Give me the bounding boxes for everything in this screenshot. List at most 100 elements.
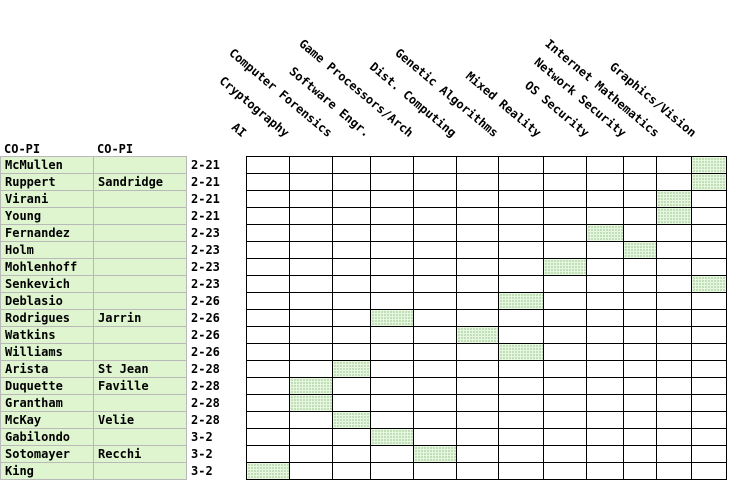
topic-cell bbox=[586, 173, 624, 191]
topic-cell bbox=[456, 394, 499, 412]
topic-cell bbox=[413, 224, 457, 242]
topic-cell bbox=[691, 394, 727, 412]
topic-cell bbox=[543, 156, 587, 174]
pi-header: CO-PI bbox=[4, 142, 41, 156]
topic-mark-cell bbox=[370, 309, 414, 327]
topic-cell bbox=[370, 462, 414, 480]
topic-cell bbox=[543, 326, 587, 344]
copi-name bbox=[93, 343, 187, 361]
topic-cell bbox=[623, 411, 657, 429]
topic-cell bbox=[332, 207, 371, 225]
date-cell: 2-21 bbox=[186, 207, 247, 225]
topic-cell bbox=[691, 445, 727, 463]
topic-mark-cell bbox=[691, 275, 727, 293]
topic-cell bbox=[370, 394, 414, 412]
date-cell: 2-28 bbox=[186, 377, 247, 395]
pi-name: Sotomayer bbox=[0, 445, 94, 463]
topic-cell bbox=[332, 190, 371, 208]
date-cell: 3-2 bbox=[186, 428, 247, 446]
topic-cell bbox=[456, 462, 499, 480]
topic-cell bbox=[456, 377, 499, 395]
topic-cell bbox=[623, 394, 657, 412]
copi-name: St Jean bbox=[93, 360, 187, 378]
topic-cell bbox=[498, 224, 544, 242]
topic-cell bbox=[691, 241, 727, 259]
topic-cell bbox=[289, 258, 333, 276]
topic-cell bbox=[656, 292, 692, 310]
topic-mark-cell bbox=[498, 292, 544, 310]
table-row: Virani 2-21 bbox=[0, 190, 727, 208]
pi-name: Virani bbox=[0, 190, 94, 208]
topic-cell bbox=[246, 292, 290, 310]
copi-name: Jarrin bbox=[93, 309, 187, 327]
table-row: Holm 2-23 bbox=[0, 241, 727, 259]
topic-cell bbox=[246, 445, 290, 463]
topic-mark-cell bbox=[498, 343, 544, 361]
pi-name: McKay bbox=[0, 411, 94, 429]
copi-name bbox=[93, 275, 187, 293]
topic-mark-cell bbox=[332, 360, 371, 378]
topic-cell bbox=[289, 156, 333, 174]
topic-cell bbox=[586, 411, 624, 429]
topic-cell bbox=[656, 326, 692, 344]
topic-cell bbox=[623, 360, 657, 378]
topic-cell bbox=[498, 428, 544, 446]
topic-cell bbox=[370, 173, 414, 191]
topic-cell bbox=[498, 411, 544, 429]
table-row: McMullen 2-21 bbox=[0, 156, 727, 174]
topic-cell bbox=[456, 411, 499, 429]
topic-cell bbox=[498, 326, 544, 344]
topic-header-0: AI bbox=[228, 119, 249, 140]
topic-cell bbox=[623, 156, 657, 174]
topic-cell bbox=[370, 343, 414, 361]
topic-cell bbox=[656, 156, 692, 174]
topic-cell bbox=[623, 445, 657, 463]
date-cell: 2-26 bbox=[186, 309, 247, 327]
topic-cell bbox=[586, 428, 624, 446]
schedule-table: McMullen 2-21 Ruppert Sandridge 2-21 Virani 2-… bbox=[0, 156, 727, 480]
topic-cell bbox=[691, 326, 727, 344]
date-cell: 2-26 bbox=[186, 326, 247, 344]
topic-cell bbox=[246, 224, 290, 242]
topic-cell bbox=[456, 224, 499, 242]
topic-cell bbox=[623, 462, 657, 480]
topic-cell bbox=[246, 190, 290, 208]
topic-cell bbox=[370, 292, 414, 310]
copi-name bbox=[93, 428, 187, 446]
topic-cell bbox=[332, 258, 371, 276]
table-row: Duquette Faville 2-28 bbox=[0, 377, 727, 395]
date-cell: 2-28 bbox=[186, 360, 247, 378]
topic-cell bbox=[543, 360, 587, 378]
pi-name: Arista bbox=[0, 360, 94, 378]
topic-cell bbox=[332, 224, 371, 242]
topic-cell bbox=[498, 377, 544, 395]
topic-cell bbox=[623, 190, 657, 208]
topic-cell bbox=[413, 292, 457, 310]
topic-cell bbox=[623, 173, 657, 191]
table-row: McKay Velie 2-28 bbox=[0, 411, 727, 429]
topic-cell bbox=[586, 241, 624, 259]
topic-cell bbox=[289, 173, 333, 191]
topic-cell bbox=[543, 343, 587, 361]
topic-mark-cell bbox=[543, 258, 587, 276]
table-row: Williams 2-26 bbox=[0, 343, 727, 361]
topic-cell bbox=[691, 258, 727, 276]
topic-cell bbox=[586, 309, 624, 327]
topic-cell bbox=[456, 173, 499, 191]
topic-cell bbox=[656, 309, 692, 327]
topic-cell bbox=[543, 241, 587, 259]
date-cell: 2-23 bbox=[186, 241, 247, 259]
topic-mark-cell bbox=[656, 207, 692, 225]
date-cell: 2-28 bbox=[186, 394, 247, 412]
topic-mark-cell bbox=[332, 411, 371, 429]
date-cell: 3-2 bbox=[186, 445, 247, 463]
pi-name: McMullen bbox=[0, 156, 94, 174]
topic-cell bbox=[691, 207, 727, 225]
topic-cell bbox=[456, 309, 499, 327]
copi-name bbox=[93, 394, 187, 412]
topic-cell bbox=[656, 394, 692, 412]
topic-cell bbox=[289, 275, 333, 293]
topic-cell bbox=[289, 360, 333, 378]
topic-cell bbox=[691, 462, 727, 480]
topic-cell bbox=[246, 411, 290, 429]
